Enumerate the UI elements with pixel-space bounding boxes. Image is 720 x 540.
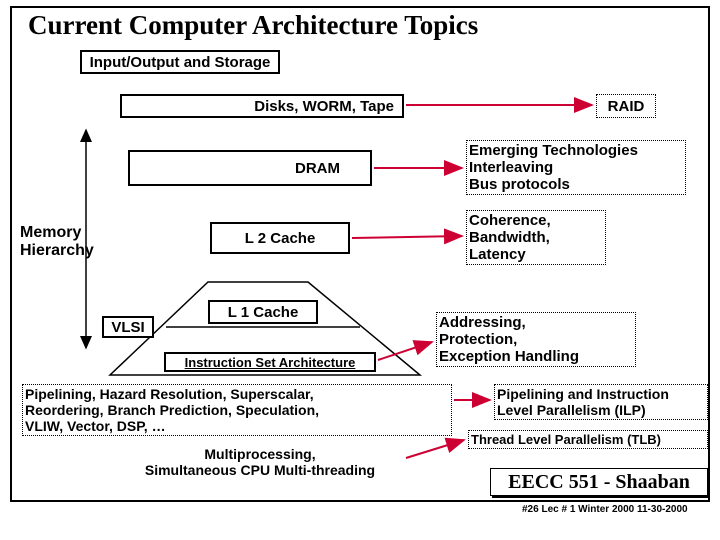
emerging-l2: Interleaving [469, 159, 683, 176]
l1-cache-box: L 1 Cache [208, 300, 318, 324]
coh-l1: Coherence, [469, 212, 603, 229]
addr-l2: Protection, [439, 331, 633, 348]
slide-title: Current Computer Architecture Topics [28, 10, 478, 41]
disks-box: Disks, WORM, Tape [120, 94, 404, 118]
io-storage-box: Input/Output and Storage [80, 50, 280, 74]
tlb-label: Thread Level Parallelism (TLB) [468, 430, 708, 449]
mh-l1: Memory [20, 224, 110, 242]
addr-l3: Exception Handling [439, 348, 633, 365]
addr-l1: Addressing, [439, 314, 633, 331]
slide-meta: #26 Lec # 1 Winter 2000 11-30-2000 [522, 504, 688, 515]
vlsi-box: VLSI [102, 316, 154, 338]
l2-cache-box: L 2 Cache [210, 222, 350, 254]
ilp-l2: Level Parallelism (ILP) [497, 402, 705, 418]
pipe-l3: VLIW, Vector, DSP, … [25, 418, 449, 434]
dram-box: DRAM [128, 150, 372, 186]
isa-box: Instruction Set Architecture [164, 352, 376, 372]
disks-label: Disks, WORM, Tape [254, 98, 394, 115]
pipe-l2: Reordering, Branch Prediction, Speculati… [25, 402, 449, 418]
mh-l2: Hierarchy [20, 242, 110, 260]
emerging-l1: Emerging Technologies [469, 142, 683, 159]
coherence-label: Coherence, Bandwidth, Latency [466, 210, 606, 265]
coh-l3: Latency [469, 246, 603, 263]
emerging-l3: Bus protocols [469, 176, 683, 193]
coh-l2: Bandwidth, [469, 229, 603, 246]
raid-box: RAID [596, 94, 656, 118]
mp-l1: Multiprocessing, [100, 446, 420, 462]
ilp-label: Pipelining and Instruction Level Paralle… [494, 384, 708, 420]
dram-label: DRAM [295, 160, 340, 177]
emerging-label: Emerging Technologies Interleaving Bus p… [466, 140, 686, 195]
course-footer: EECC 551 - Shaaban [490, 468, 708, 496]
mp-l2: Simultaneous CPU Multi-threading [100, 462, 420, 478]
pipelining-label: Pipelining, Hazard Resolution, Superscal… [22, 384, 452, 436]
multiprocessing-label: Multiprocessing, Simultaneous CPU Multi-… [100, 446, 420, 478]
memory-hierarchy-label: Memory Hierarchy [20, 224, 110, 260]
pipe-l1: Pipelining, Hazard Resolution, Superscal… [25, 386, 449, 402]
addressing-label: Addressing, Protection, Exception Handli… [436, 312, 636, 367]
ilp-l1: Pipelining and Instruction [497, 386, 705, 402]
